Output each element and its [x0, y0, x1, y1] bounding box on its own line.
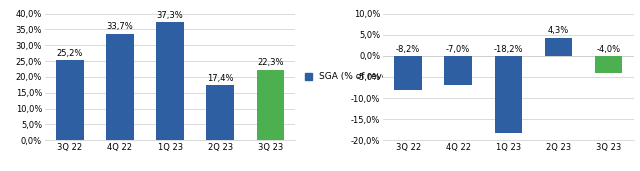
Text: 4,3%: 4,3%: [548, 26, 569, 35]
Text: -18,2%: -18,2%: [493, 45, 523, 54]
Bar: [595, 56, 622, 73]
Text: 37,3%: 37,3%: [157, 11, 184, 20]
Bar: [156, 22, 184, 140]
Text: 25,2%: 25,2%: [57, 49, 83, 58]
Bar: [106, 34, 134, 140]
Bar: [495, 56, 522, 133]
Legend: SGA (% of revenue): SGA (% of revenue): [305, 73, 408, 81]
Bar: [207, 85, 234, 140]
Text: -7,0%: -7,0%: [446, 45, 470, 54]
Bar: [257, 70, 284, 140]
Text: -8,2%: -8,2%: [396, 45, 420, 54]
Text: 22,3%: 22,3%: [257, 58, 284, 67]
Text: -4,0%: -4,0%: [596, 45, 621, 54]
Text: 33,7%: 33,7%: [107, 22, 133, 31]
Bar: [394, 56, 422, 90]
Bar: [444, 56, 472, 85]
Text: 17,4%: 17,4%: [207, 74, 234, 83]
Bar: [56, 61, 84, 140]
Bar: [545, 38, 572, 56]
